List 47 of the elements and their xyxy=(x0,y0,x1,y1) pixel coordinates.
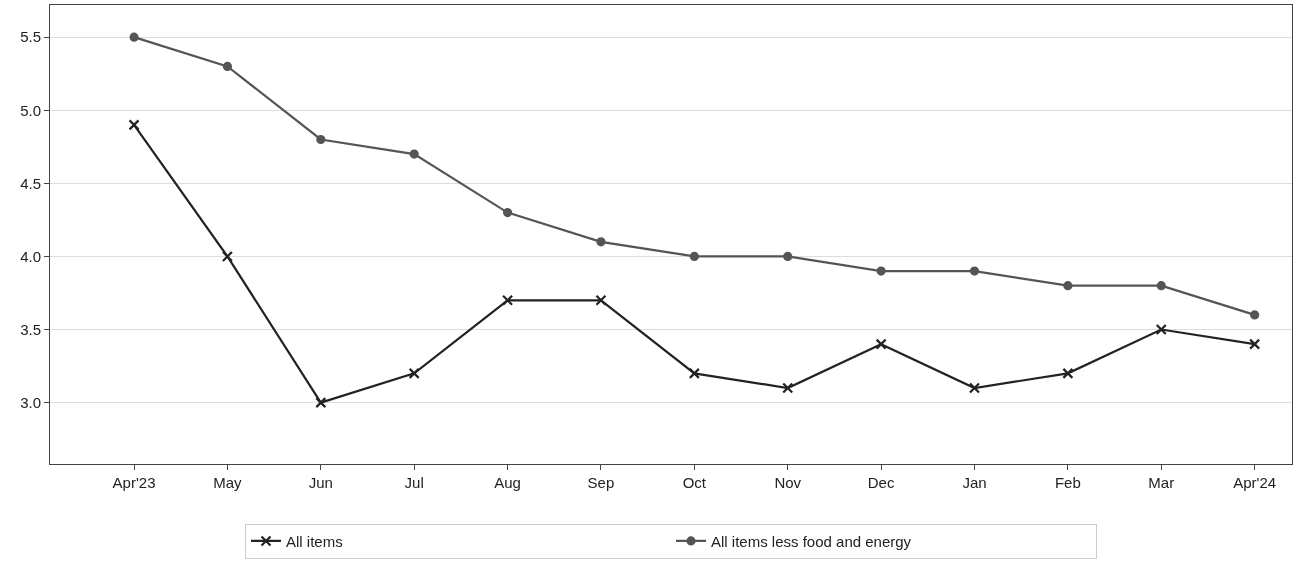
x-tick-label: Jan xyxy=(962,474,987,491)
point xyxy=(1062,367,1074,379)
point xyxy=(1063,281,1073,291)
point xyxy=(1249,338,1261,350)
point xyxy=(222,61,233,71)
y-tick-label: 5.5 xyxy=(20,28,41,46)
x-tick-label: May xyxy=(213,474,243,491)
x-tick-label: Apr'23 xyxy=(112,474,156,491)
point xyxy=(1155,323,1167,336)
point xyxy=(409,149,419,159)
point xyxy=(689,251,699,262)
x-tick-label: Oct xyxy=(682,474,707,491)
x-tick-label: Feb xyxy=(1054,474,1081,491)
y-tick-label: 4.0 xyxy=(20,247,41,265)
point xyxy=(502,207,513,218)
point xyxy=(316,134,326,145)
point xyxy=(129,32,139,42)
point xyxy=(501,294,514,306)
point xyxy=(876,266,886,276)
y-tick-label: 3.0 xyxy=(20,393,41,411)
point xyxy=(969,266,980,276)
point xyxy=(1250,310,1260,320)
point xyxy=(128,119,140,131)
point xyxy=(315,397,327,409)
legend-label: All items xyxy=(286,532,343,550)
x-tick-label: Jul xyxy=(404,474,424,491)
y-tick-label: 3.5 xyxy=(20,320,41,338)
y-tick-label: 4.5 xyxy=(20,174,41,192)
point xyxy=(221,250,234,263)
x-tick-label: Jun xyxy=(308,474,333,491)
point xyxy=(408,367,420,379)
point xyxy=(968,382,981,394)
point xyxy=(596,237,606,247)
point xyxy=(595,294,607,306)
point xyxy=(782,382,794,394)
point xyxy=(1156,281,1166,291)
x-tick-label: Apr'24 xyxy=(1233,474,1277,491)
y-tick-label: 5.0 xyxy=(20,101,41,119)
x-tick-label: Nov xyxy=(774,474,802,491)
point xyxy=(688,367,700,379)
point xyxy=(875,338,887,350)
x-tick-label: Mar xyxy=(1148,474,1175,491)
x-tick-label: Aug xyxy=(494,474,521,491)
x-tick-label: Dec xyxy=(867,474,895,491)
legend-label: All items less food and energy xyxy=(711,532,912,550)
point xyxy=(783,251,793,262)
x-tick-label: Sep xyxy=(587,474,615,491)
